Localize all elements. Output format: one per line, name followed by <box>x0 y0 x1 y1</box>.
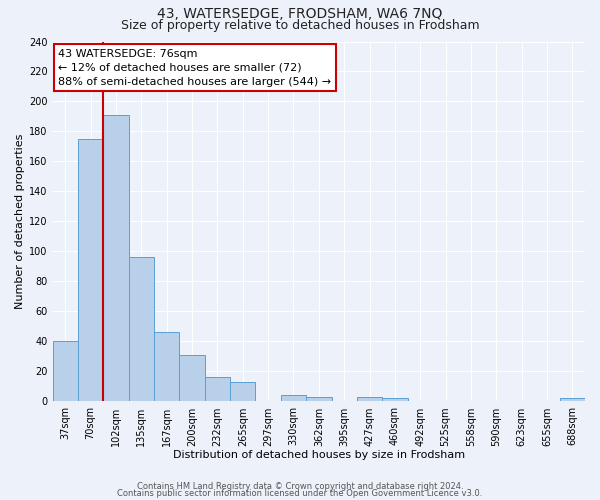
Y-axis label: Number of detached properties: Number of detached properties <box>15 134 25 309</box>
Text: Contains HM Land Registry data © Crown copyright and database right 2024.: Contains HM Land Registry data © Crown c… <box>137 482 463 491</box>
Bar <box>154 332 179 402</box>
Bar <box>357 397 382 402</box>
Bar <box>306 397 332 402</box>
Bar <box>382 398 407 402</box>
Bar <box>230 382 256 402</box>
Bar <box>179 355 205 402</box>
Text: 43, WATERSEDGE, FRODSHAM, WA6 7NQ: 43, WATERSEDGE, FRODSHAM, WA6 7NQ <box>157 8 443 22</box>
Text: Size of property relative to detached houses in Frodsham: Size of property relative to detached ho… <box>121 19 479 32</box>
Bar <box>78 139 103 402</box>
Bar <box>103 115 129 402</box>
Bar <box>53 342 78 402</box>
Text: Contains public sector information licensed under the Open Government Licence v3: Contains public sector information licen… <box>118 488 482 498</box>
Text: 43 WATERSEDGE: 76sqm
← 12% of detached houses are smaller (72)
88% of semi-detac: 43 WATERSEDGE: 76sqm ← 12% of detached h… <box>58 48 331 86</box>
Bar <box>129 258 154 402</box>
X-axis label: Distribution of detached houses by size in Frodsham: Distribution of detached houses by size … <box>173 450 465 460</box>
Bar <box>560 398 585 402</box>
Bar <box>205 378 230 402</box>
Bar <box>281 396 306 402</box>
